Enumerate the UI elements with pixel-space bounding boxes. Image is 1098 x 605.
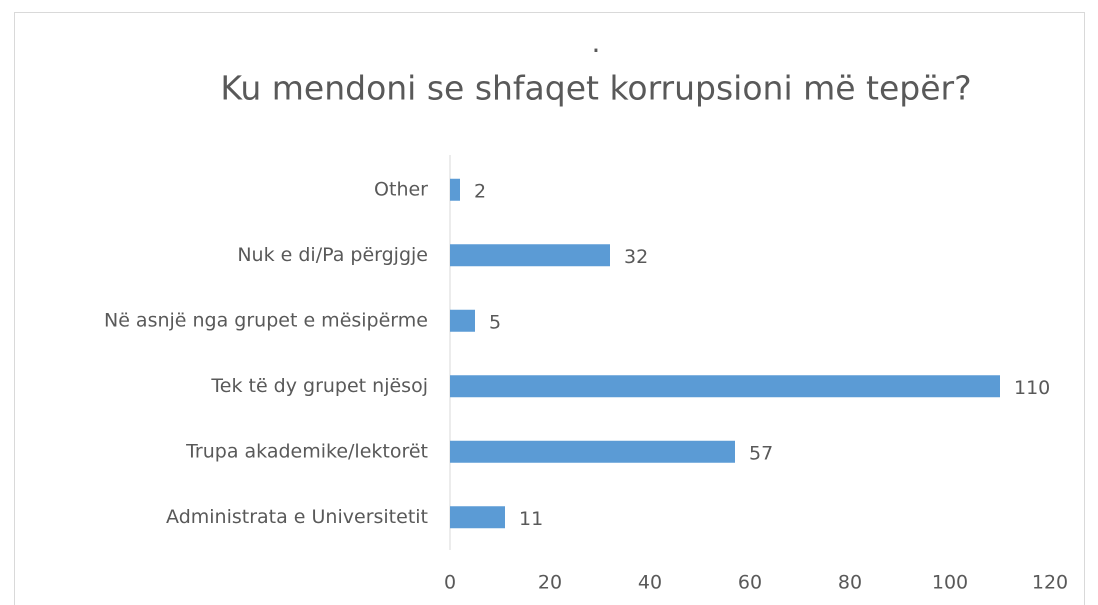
x-tick-label: 60 [738, 572, 762, 594]
x-tick-label: 120 [1032, 572, 1068, 594]
data-label: 110 [1014, 377, 1050, 399]
y-tick-label: Në asnjë nga grupet e mësipërme [104, 309, 428, 331]
y-tick-label: Trupa akademike/lektorët [185, 440, 428, 462]
y-tick-label: Nuk e di/Pa përgjgje [237, 244, 428, 266]
y-tick-label: Tek të dy grupet njësoj [210, 375, 428, 397]
bar [450, 375, 1000, 398]
bar [450, 506, 505, 529]
data-label: 32 [624, 246, 648, 268]
chart-border [14, 12, 1085, 605]
x-tick-label: 100 [932, 572, 968, 594]
x-tick-label: 20 [538, 572, 562, 594]
bar [450, 178, 460, 201]
bar [450, 309, 475, 332]
chart-title: Ku mendoni se shfaqet korrupsioni më tep… [220, 69, 971, 108]
x-tick-label: 80 [838, 572, 862, 594]
data-label: 5 [489, 311, 501, 333]
x-tick-label: 40 [638, 572, 662, 594]
data-label: 57 [749, 442, 773, 464]
data-label: 2 [474, 180, 486, 202]
chart-subtitle: . [592, 26, 601, 59]
data-label: 11 [519, 508, 543, 530]
x-tick-label: 0 [444, 572, 456, 594]
y-tick-label: Administrata e Universitetit [166, 506, 428, 528]
bar [450, 244, 610, 267]
bar [450, 440, 735, 463]
y-tick-label: Other [374, 178, 428, 200]
